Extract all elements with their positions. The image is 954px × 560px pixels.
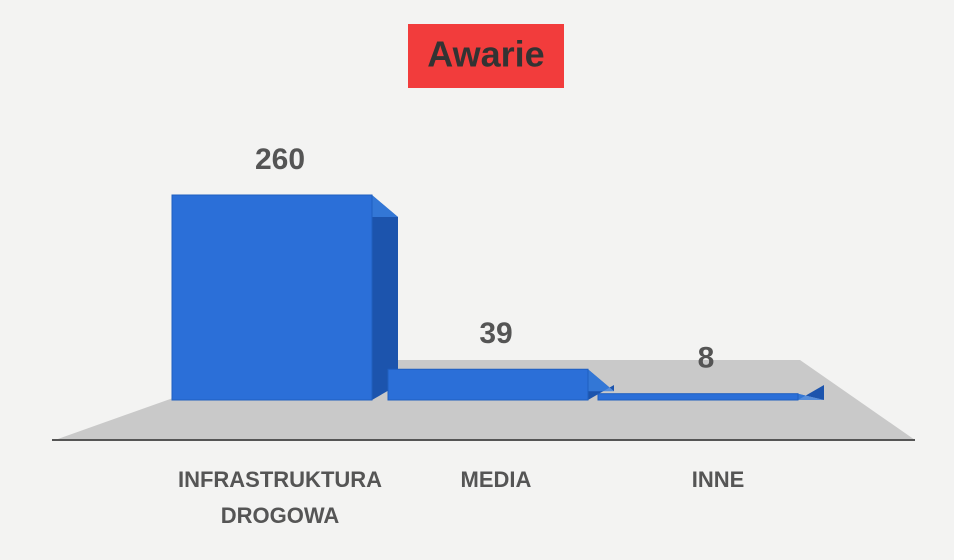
chart-title: Awarie bbox=[427, 34, 544, 75]
data-label: 8 bbox=[698, 342, 715, 375]
bar bbox=[171, 194, 373, 401]
x-tick-label: INFRASTRUKTURA DROGOWA bbox=[177, 467, 383, 528]
data-label: 39 bbox=[479, 317, 512, 350]
x-tick-label: INNE bbox=[691, 467, 745, 492]
x-tick-label: MEDIA bbox=[460, 467, 532, 492]
bar-side bbox=[372, 195, 398, 400]
bar bbox=[597, 393, 799, 401]
data-label: 260 bbox=[255, 143, 305, 176]
bar bbox=[387, 368, 589, 401]
title-box bbox=[408, 24, 564, 88]
